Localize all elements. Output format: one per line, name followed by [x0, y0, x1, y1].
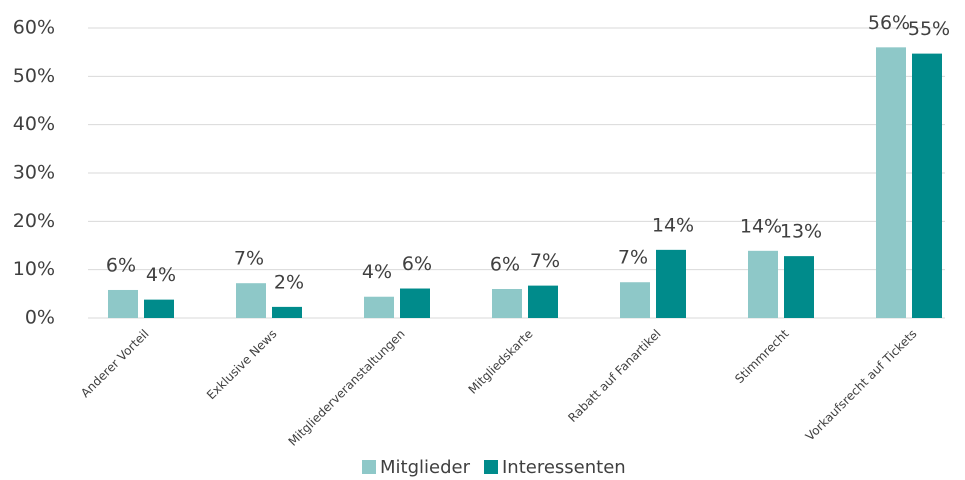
- value-label: 7%: [530, 250, 560, 272]
- x-tick-label: Rabatt auf Fanartikel: [565, 327, 663, 425]
- value-label: 4%: [362, 261, 392, 283]
- value-label: 13%: [780, 221, 822, 243]
- value-label: 14%: [740, 215, 782, 237]
- value-label: 6%: [106, 254, 136, 276]
- x-tick-label: Exklusive News: [204, 327, 280, 403]
- x-tick-group: Exklusive News: [204, 327, 280, 403]
- bar: [144, 299, 174, 318]
- bar: [656, 249, 686, 318]
- value-label: 2%: [274, 271, 304, 293]
- legend-label: Mitglieder: [380, 457, 471, 478]
- x-tick-label: Stimmrecht: [732, 326, 792, 386]
- x-tick-group: Anderer Vorteil: [78, 327, 151, 400]
- value-label: 6%: [490, 254, 520, 276]
- legend-label: Interessenten: [502, 457, 626, 478]
- y-tick-label: 20%: [13, 210, 55, 232]
- bar: [272, 306, 302, 318]
- value-label: 4%: [146, 264, 176, 286]
- value-label: 7%: [234, 248, 264, 270]
- x-tick-label: Vorkaufsrecht auf Tickets: [803, 327, 920, 444]
- legend-swatch: [362, 460, 376, 474]
- y-tick-label: 30%: [13, 162, 55, 184]
- y-tick-label: 60%: [13, 17, 55, 39]
- bar: [364, 296, 394, 318]
- bar: [876, 47, 906, 318]
- bar: [784, 256, 814, 318]
- bar: [400, 288, 430, 318]
- legend-swatch: [484, 460, 498, 474]
- y-tick-label: 50%: [13, 65, 55, 87]
- bar: [748, 250, 778, 318]
- value-label: 7%: [618, 247, 648, 269]
- x-tick-group: Mitgliedskarte: [466, 327, 536, 397]
- bar: [236, 283, 266, 318]
- bar: [108, 289, 138, 318]
- value-label: 56%: [868, 12, 910, 34]
- y-tick-label: 10%: [13, 258, 55, 280]
- value-label: 55%: [908, 18, 950, 40]
- bar: [620, 282, 650, 318]
- x-tick-group: Mitgliederveranstaltungen: [286, 327, 408, 449]
- y-tick-label: 40%: [13, 113, 55, 135]
- value-label: 14%: [652, 214, 694, 236]
- y-tick-label: 0%: [25, 307, 55, 329]
- x-tick-group: Vorkaufsrecht auf Tickets: [803, 327, 920, 444]
- x-tick-label: Mitgliederveranstaltungen: [286, 327, 408, 449]
- bar: [492, 289, 522, 318]
- value-label: 6%: [402, 253, 432, 275]
- bar: [912, 53, 942, 318]
- x-tick-group: Stimmrecht: [732, 326, 792, 386]
- bar: [528, 285, 558, 318]
- x-tick-group: Rabatt auf Fanartikel: [565, 327, 663, 425]
- x-tick-label: Mitgliedskarte: [466, 327, 536, 397]
- x-tick-label: Anderer Vorteil: [78, 327, 151, 400]
